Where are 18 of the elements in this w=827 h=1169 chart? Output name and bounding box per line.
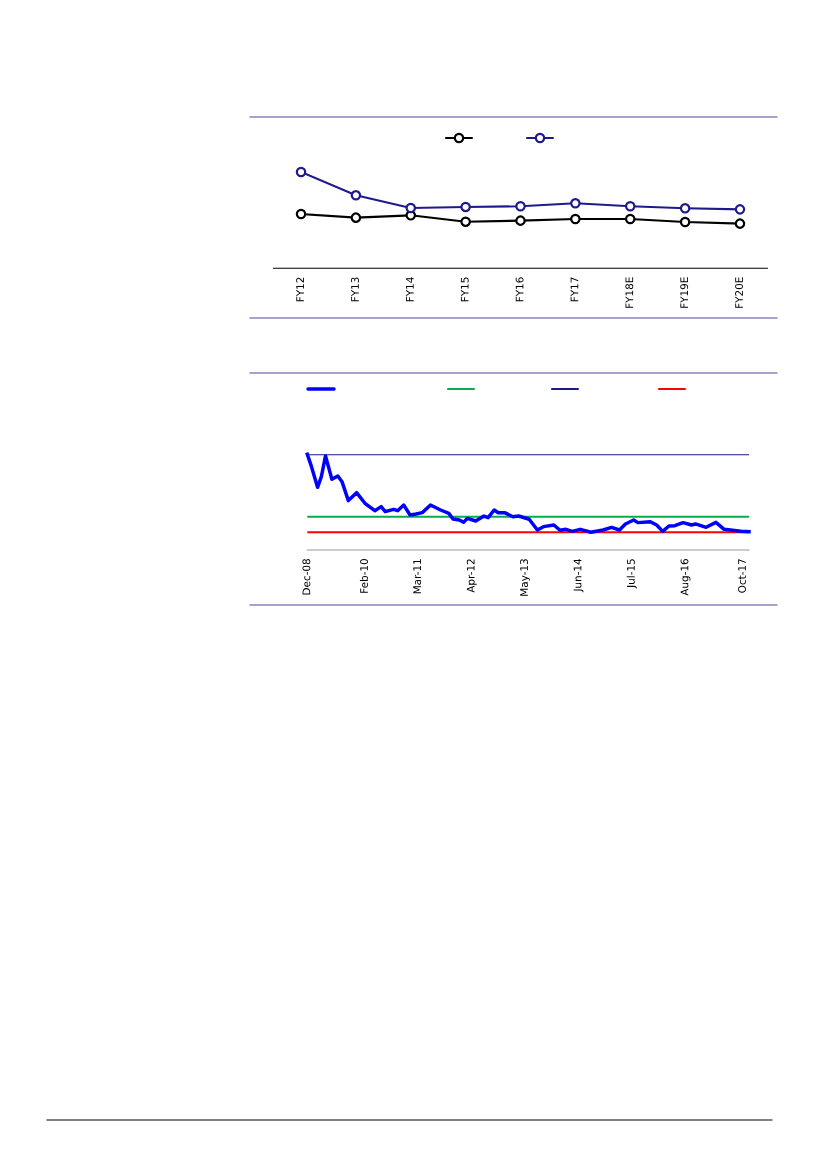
x-tick-label: FY16 (515, 277, 524, 302)
x-tick-label: FY13 (351, 277, 359, 302)
x-tick-label: FY19E (680, 277, 689, 308)
x-tick-label: FY15 (460, 277, 469, 302)
x-tick-label: FY17 (570, 277, 579, 302)
x-tick-label: FY14 (406, 277, 414, 302)
x-tick-label: Feb-10 (359, 559, 368, 593)
x-tick-label: Dec-08 (302, 559, 311, 595)
x-tick-label: Apr-12 (466, 559, 477, 593)
x-tick-label: FY20E (735, 277, 743, 308)
x-tick-label: May-13 (520, 559, 531, 596)
x-tick-label: Aug-16 (680, 558, 691, 596)
x-tick-label: Jun-14 (573, 558, 584, 593)
x-tick-label: Oct-17 (738, 559, 746, 593)
x-tick-label: Jul-15 (626, 559, 637, 589)
x-tick-label: FY12 (296, 277, 304, 302)
x-tick-label: Mar-11 (413, 559, 422, 594)
x-tick-label: FY18E (625, 277, 634, 308)
